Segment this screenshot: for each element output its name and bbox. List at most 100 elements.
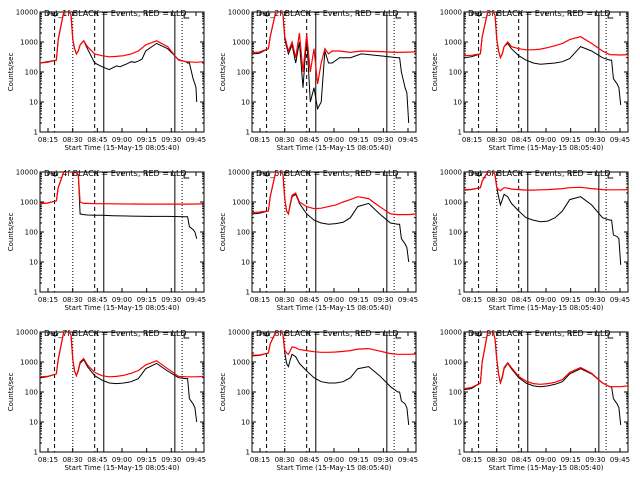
panel-title: Det_5f BLACK = Events, RED = LLD xyxy=(256,169,399,178)
panel-5: Det_5f BLACK = Events, RED = LLD 1 10 100 10… xyxy=(219,169,418,313)
x-tick-label: 08:15 xyxy=(250,456,270,464)
x-tick-label: 09:00 xyxy=(112,296,132,304)
legend-corner-mark xyxy=(395,333,402,339)
x-tick-label: 09:15 xyxy=(561,456,581,464)
plot-frame xyxy=(39,11,205,133)
y-tick-label: 1 xyxy=(34,129,38,137)
y-tick-label: 1 xyxy=(458,449,462,457)
panel-title: Det_9f BLACK = Events, RED = LLD xyxy=(468,329,611,338)
series-lld-line xyxy=(464,172,628,192)
x-axis-label: Start Time (15-May-15 08:05:40) xyxy=(276,304,391,312)
x-tick-label: 09:30 xyxy=(585,456,605,464)
x-tick-label: 09:30 xyxy=(373,296,393,304)
x-tick-label: 08:45 xyxy=(511,456,531,464)
x-tick-label: 08:45 xyxy=(511,136,531,144)
x-tick-label: 08:30 xyxy=(487,456,507,464)
y-tick-label: 10000 xyxy=(228,329,250,337)
y-tick-label: 100 xyxy=(449,229,462,237)
x-tick-label: 08:15 xyxy=(462,136,482,144)
y-tick-label: 100 xyxy=(25,69,38,77)
series-events-line xyxy=(252,332,410,425)
x-tick-label: 08:15 xyxy=(250,296,270,304)
y-tick-label: 1000 xyxy=(232,359,250,367)
x-tick-label: 09:45 xyxy=(610,136,630,144)
panel-1: Det_1f BLACK = Events, RED = LLD 1 10 100 10… xyxy=(7,9,206,153)
y-tick-label: 100 xyxy=(237,69,250,77)
y-axis-label: Counts/sec xyxy=(219,213,227,252)
y-tick-label: 1 xyxy=(34,449,38,457)
y-tick-label: 1 xyxy=(246,129,250,137)
y-tick-label: 10000 xyxy=(228,9,250,17)
y-tick-label: 1000 xyxy=(20,199,38,207)
y-tick-label: 1 xyxy=(458,289,462,297)
x-tick-label: 08:30 xyxy=(487,136,507,144)
y-tick-label: 1 xyxy=(246,449,250,457)
plot-frame xyxy=(251,11,417,133)
y-tick-label: 10 xyxy=(241,99,250,107)
series-lld-line xyxy=(252,172,416,216)
legend-mark xyxy=(475,12,483,17)
x-tick-label: 08:15 xyxy=(38,136,58,144)
panel-title: Det_1f BLACK = Events, RED = LLD xyxy=(44,9,187,18)
panel-9: Det_9f BLACK = Events, RED = LLD 1 10 100 10… xyxy=(431,329,630,473)
series-lld-line xyxy=(40,332,204,378)
x-tick-label: 09:45 xyxy=(186,136,206,144)
x-axis-label: Start Time (15-May-15 08:05:40) xyxy=(488,304,603,312)
y-tick-label: 10 xyxy=(29,259,38,267)
x-tick-label: 08:30 xyxy=(275,296,295,304)
y-tick-label: 1000 xyxy=(232,199,250,207)
panel-7: Det_7f BLACK = Events, RED = LLD 1 10 100 10… xyxy=(7,329,206,473)
y-tick-label: 1000 xyxy=(444,359,462,367)
y-tick-label: 10 xyxy=(29,419,38,427)
y-tick-label: 1000 xyxy=(444,199,462,207)
plot-frame xyxy=(463,331,629,453)
x-tick-label: 09:00 xyxy=(536,136,556,144)
x-axis-label: Start Time (15-May-15 08:05:40) xyxy=(64,304,179,312)
y-axis-label: Counts/sec xyxy=(431,213,439,252)
series-lld-line xyxy=(464,332,628,390)
panel-title: Det_3f BLACK = Events, RED = LLD xyxy=(468,9,611,18)
x-tick-label: 09:00 xyxy=(112,136,132,144)
y-tick-label: 1000 xyxy=(444,39,462,47)
x-tick-label: 08:15 xyxy=(38,296,58,304)
x-tick-label: 09:15 xyxy=(137,136,157,144)
y-tick-label: 10000 xyxy=(228,169,250,177)
x-tick-label: 09:45 xyxy=(186,456,206,464)
x-tick-label: 08:45 xyxy=(87,456,107,464)
panel-title: Det_7f BLACK = Events, RED = LLD xyxy=(44,329,187,338)
series-events-line xyxy=(40,172,198,239)
x-axis-label: Start Time (15-May-15 08:05:40) xyxy=(276,464,391,472)
legend-mark xyxy=(475,172,483,177)
panel-8: Det_8f BLACK = Events, RED = LLD 1 10 100 10… xyxy=(219,329,418,473)
x-axis-label: Start Time (15-May-15 08:05:40) xyxy=(64,464,179,472)
x-tick-label: 08:30 xyxy=(487,296,507,304)
plot-frame xyxy=(39,171,205,293)
x-tick-label: 09:00 xyxy=(324,456,344,464)
y-tick-label: 100 xyxy=(25,389,38,397)
series-events-line xyxy=(252,12,410,124)
x-tick-label: 09:30 xyxy=(373,136,393,144)
x-tick-label: 08:30 xyxy=(275,456,295,464)
panel-title: Det_6f BLACK = Events, RED = LLD xyxy=(468,169,611,178)
x-tick-label: 08:15 xyxy=(38,456,58,464)
x-tick-label: 09:30 xyxy=(161,136,181,144)
y-tick-label: 100 xyxy=(237,229,250,237)
x-axis-label: Start Time (15-May-15 08:05:40) xyxy=(488,464,603,472)
panel-title: Det_2f BLACK = Events, RED = LLD xyxy=(256,9,399,18)
y-axis-label: Counts/sec xyxy=(431,53,439,92)
x-tick-label: 08:45 xyxy=(299,296,319,304)
series-events-line xyxy=(252,172,410,263)
series-lld-line xyxy=(464,12,628,60)
legend-mark xyxy=(263,332,271,337)
series-events-line xyxy=(40,12,198,103)
y-tick-label: 10 xyxy=(241,259,250,267)
legend-mark xyxy=(475,332,483,337)
x-tick-label: 09:15 xyxy=(349,456,369,464)
x-tick-label: 08:30 xyxy=(63,296,83,304)
y-tick-label: 1 xyxy=(34,289,38,297)
legend-mark xyxy=(51,172,59,177)
y-tick-label: 10000 xyxy=(440,329,462,337)
x-tick-label: 09:00 xyxy=(112,456,132,464)
x-tick-label: 08:45 xyxy=(511,296,531,304)
